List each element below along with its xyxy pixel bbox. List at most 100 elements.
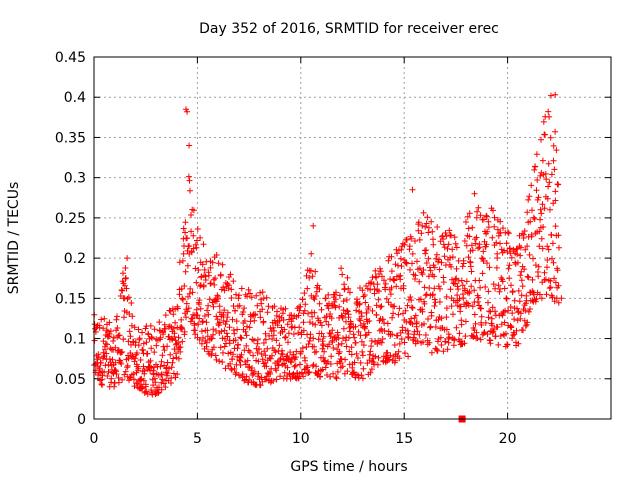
data-point <box>409 305 416 311</box>
data-point <box>552 279 559 286</box>
data-point <box>396 355 403 362</box>
data-point <box>131 324 138 331</box>
data-point <box>445 241 452 248</box>
data-point <box>436 266 443 273</box>
data-point <box>304 285 311 292</box>
data-point <box>433 251 440 258</box>
data-point <box>172 374 179 381</box>
data-point <box>469 247 476 254</box>
data-point <box>184 235 191 242</box>
data-point <box>465 254 472 261</box>
data-point <box>326 330 333 336</box>
data-point <box>210 331 217 338</box>
data-point <box>276 342 283 349</box>
data-point <box>212 352 219 359</box>
data-point <box>362 299 369 306</box>
data-point <box>327 361 334 367</box>
data-point <box>147 357 154 364</box>
data-point <box>238 285 245 292</box>
data-point <box>105 368 112 375</box>
data-point <box>121 371 128 378</box>
data-point <box>262 352 269 359</box>
data-point <box>474 208 481 215</box>
data-point <box>461 340 468 347</box>
data-point <box>338 340 345 347</box>
data-point <box>289 315 296 322</box>
data-point <box>258 300 265 307</box>
data-point <box>202 277 209 283</box>
data-point <box>421 320 427 327</box>
data-point <box>306 338 313 344</box>
data-point <box>168 364 175 371</box>
data-point <box>251 317 258 324</box>
data-point <box>123 285 130 292</box>
data-point <box>112 359 119 366</box>
data-point <box>367 286 374 293</box>
data-point <box>514 251 521 258</box>
data-point <box>206 296 213 303</box>
data-point <box>453 244 460 251</box>
data-point <box>290 331 297 338</box>
data-point <box>414 258 420 265</box>
data-point <box>308 250 315 257</box>
data-point <box>350 331 357 338</box>
data-point <box>536 243 543 250</box>
data-point <box>182 268 189 275</box>
data-point <box>247 290 253 297</box>
data-point <box>388 268 395 275</box>
data-point <box>541 269 548 276</box>
data-point <box>528 182 535 189</box>
data-point <box>392 357 399 364</box>
data-point <box>96 365 103 372</box>
data-point <box>118 360 125 367</box>
data-point <box>545 160 552 167</box>
data-point <box>517 310 524 317</box>
data-point <box>388 284 395 291</box>
data-point <box>549 294 556 301</box>
data-point <box>506 275 513 282</box>
data-point <box>529 207 535 214</box>
data-point <box>405 334 412 341</box>
data-point <box>469 303 476 310</box>
data-point <box>425 224 432 231</box>
data-point <box>406 243 413 250</box>
data-point <box>144 350 151 357</box>
data-point <box>450 342 457 349</box>
data-point <box>373 302 380 309</box>
data-point <box>230 351 236 358</box>
data-point <box>553 147 560 154</box>
data-point <box>453 265 460 272</box>
data-point <box>181 283 188 289</box>
data-point <box>162 325 169 332</box>
data-point <box>302 357 309 364</box>
data-point <box>531 216 538 222</box>
data-point <box>250 352 257 359</box>
data-point <box>192 241 199 248</box>
data-point <box>112 344 119 351</box>
data-point <box>544 195 551 202</box>
data-point <box>395 348 402 355</box>
data-point <box>340 325 347 332</box>
data-point <box>499 312 506 319</box>
data-point <box>467 263 474 270</box>
data-point <box>352 339 359 346</box>
data-point <box>106 319 113 326</box>
data-point <box>490 207 496 214</box>
data-point <box>122 265 129 271</box>
data-point <box>377 304 384 311</box>
data-point <box>414 328 421 335</box>
data-point <box>311 309 318 316</box>
data-point <box>164 370 171 377</box>
y-tick-label: 0 <box>77 412 86 428</box>
data-point <box>235 341 242 348</box>
data-point <box>358 372 365 379</box>
data-point <box>249 372 256 378</box>
data-point <box>367 348 374 355</box>
data-point <box>151 349 158 356</box>
data-point <box>409 321 416 328</box>
data-point <box>460 260 467 267</box>
data-point <box>398 336 405 343</box>
data-point <box>332 296 339 303</box>
data-point <box>237 354 244 361</box>
data-point <box>551 275 558 282</box>
